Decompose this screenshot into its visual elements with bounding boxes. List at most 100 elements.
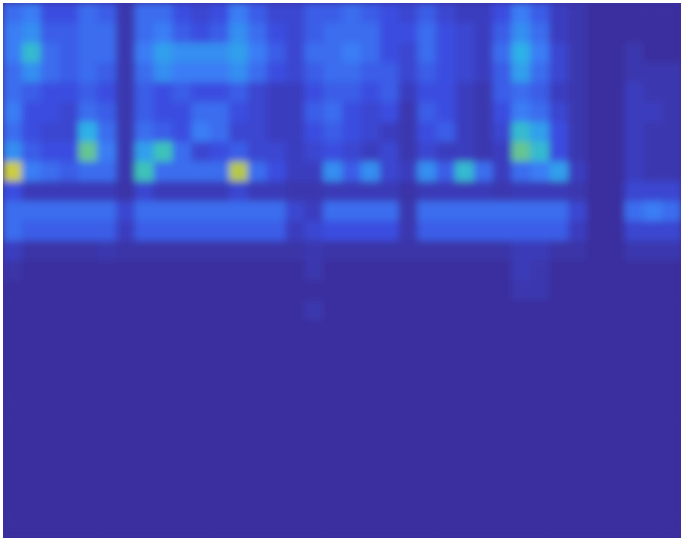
heatmap-cell [606, 399, 625, 419]
heatmap-cell [60, 62, 79, 82]
heatmap-cell [286, 399, 305, 419]
heatmap-cell [116, 23, 135, 43]
heatmap-cell [60, 320, 79, 340]
heatmap-cell [530, 379, 549, 399]
cell-layer [3, 3, 681, 538]
heatmap-cell [3, 498, 22, 518]
heatmap-cell [662, 459, 681, 479]
heatmap-cell [474, 162, 493, 182]
heatmap-cell [399, 102, 418, 122]
heatmap-cell [304, 201, 323, 221]
heatmap-cell [154, 221, 173, 241]
heatmap-cell [493, 518, 512, 538]
heatmap-cell [662, 62, 681, 82]
heatmap-cell [606, 23, 625, 43]
heatmap-cell [210, 300, 229, 320]
heatmap-cell [662, 3, 681, 23]
heatmap-cell [3, 360, 22, 380]
heatmap-cell [304, 300, 323, 320]
heatmap-cell [399, 340, 418, 360]
heatmap-cell [97, 379, 116, 399]
heatmap-cell [323, 201, 342, 221]
heatmap-cell [116, 181, 135, 201]
heatmap-cell [417, 498, 436, 518]
heatmap-cell [493, 62, 512, 82]
heatmap-cell [455, 498, 474, 518]
heatmap-cell [248, 300, 267, 320]
heatmap-cell [436, 122, 455, 142]
heatmap-cell [60, 181, 79, 201]
heatmap-cell [304, 320, 323, 340]
heatmap-cell [41, 280, 60, 300]
heatmap-cell [267, 102, 286, 122]
heatmap-cell [587, 419, 606, 439]
heatmap-cell [399, 479, 418, 499]
heatmap-cell [361, 23, 380, 43]
heatmap-cell [493, 201, 512, 221]
heatmap-cell [568, 201, 587, 221]
heatmap-cell [549, 459, 568, 479]
heatmap-cell [512, 122, 531, 142]
heatmap-cell [22, 518, 41, 538]
heatmap-cell [97, 201, 116, 221]
heatmap-cell [549, 439, 568, 459]
heatmap-cell [361, 479, 380, 499]
heatmap-cell [342, 379, 361, 399]
heatmap-cell [436, 181, 455, 201]
heatmap-cell [97, 439, 116, 459]
heatmap-cell [417, 419, 436, 439]
heatmap-cell [512, 23, 531, 43]
heatmap-cell [154, 122, 173, 142]
heatmap-cell [229, 62, 248, 82]
heatmap-cell [417, 300, 436, 320]
heatmap-cell [512, 3, 531, 23]
heatmap-cell [22, 142, 41, 162]
heatmap-cell [248, 221, 267, 241]
heatmap-cell [342, 419, 361, 439]
heatmap-cell [60, 201, 79, 221]
heatmap-cell [380, 459, 399, 479]
heatmap-cell [78, 419, 97, 439]
heatmap-cell [304, 340, 323, 360]
heatmap-cell [455, 241, 474, 261]
heatmap-cell [304, 241, 323, 261]
heatmap-cell [229, 241, 248, 261]
heatmap-cell [304, 518, 323, 538]
heatmap-cell [361, 360, 380, 380]
heatmap-cell [399, 320, 418, 340]
heatmap-cell [568, 122, 587, 142]
heatmap-cell [342, 498, 361, 518]
heatmap-cell [229, 43, 248, 63]
heatmap-cell [286, 23, 305, 43]
heatmap-cell [191, 221, 210, 241]
heatmap-cell [173, 518, 192, 538]
heatmap-cell [549, 280, 568, 300]
heatmap-cell [323, 479, 342, 499]
heatmap-cell [606, 439, 625, 459]
heatmap-cell [606, 320, 625, 340]
heatmap-cell [154, 82, 173, 102]
heatmap-cell [60, 23, 79, 43]
heatmap-cell [493, 479, 512, 499]
heatmap-cell [455, 3, 474, 23]
heatmap-cell [78, 459, 97, 479]
heatmap-cell [3, 62, 22, 82]
heatmap-cell [60, 360, 79, 380]
heatmap-cell [304, 280, 323, 300]
heatmap-cell [455, 320, 474, 340]
heatmap-cell [173, 181, 192, 201]
heatmap-cell [568, 479, 587, 499]
heatmap-cell [436, 3, 455, 23]
heatmap-cell [625, 62, 644, 82]
heatmap-cell [286, 439, 305, 459]
heatmap-cell [662, 479, 681, 499]
heatmap-cell [436, 23, 455, 43]
heatmap-cell [116, 162, 135, 182]
heatmap-cell [210, 102, 229, 122]
heatmap-cell [173, 82, 192, 102]
heatmap-cell [304, 399, 323, 419]
heatmap-cell [606, 360, 625, 380]
heatmap-cell [286, 3, 305, 23]
heatmap-cell [248, 3, 267, 23]
heatmap-cell [135, 439, 154, 459]
